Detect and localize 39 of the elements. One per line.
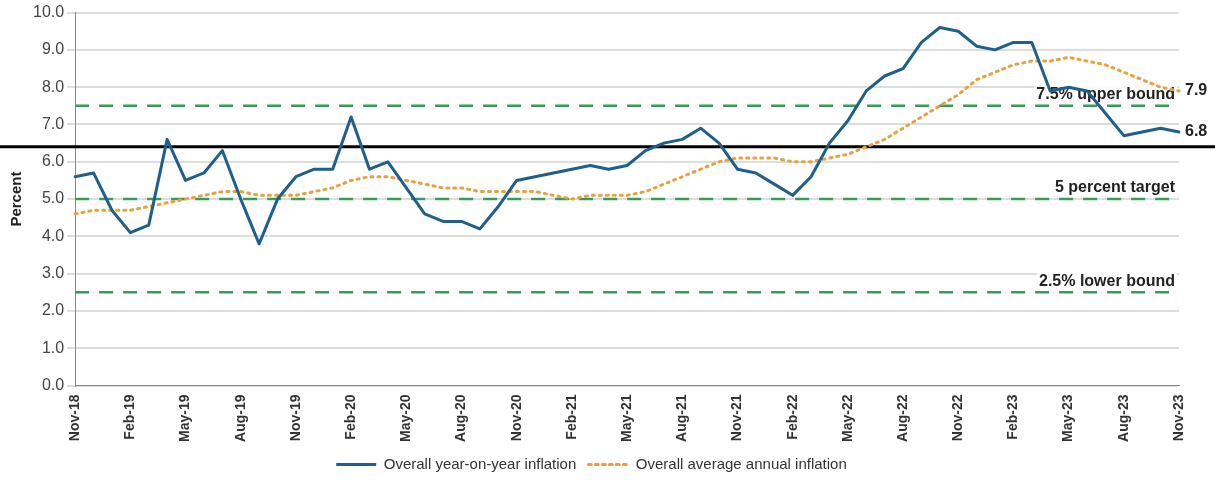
x-tick-label: Feb-22 bbox=[783, 394, 800, 440]
x-tick-label: Nov-23 bbox=[1169, 394, 1186, 442]
y-tick-label: 8.0 bbox=[41, 77, 65, 95]
x-tick-label: Feb-23 bbox=[1004, 394, 1021, 440]
annotation: 6.8 bbox=[1185, 122, 1208, 140]
y-tick-label: 4.0 bbox=[41, 226, 65, 244]
x-tick-label: Aug-21 bbox=[673, 394, 690, 442]
annotation: 7.9 bbox=[1185, 81, 1208, 99]
y-tick-label: 7.0 bbox=[41, 114, 65, 132]
x-tick-label: Nov-18 bbox=[66, 394, 82, 442]
y-tick-label: 1.0 bbox=[41, 338, 65, 356]
x-tick-label: May-23 bbox=[1059, 394, 1076, 442]
x-tick-label: Aug-23 bbox=[1114, 394, 1131, 442]
ref-line-label: 2.5% lower bound bbox=[1038, 271, 1175, 289]
y-tick-label: 10.0 bbox=[33, 3, 65, 21]
x-tick-label: May-21 bbox=[617, 394, 634, 442]
legend-label: Overall year-on-year inflation bbox=[383, 454, 577, 472]
x-tick-label: Feb-19 bbox=[121, 394, 138, 440]
x-tick-label: Nov-22 bbox=[949, 394, 966, 442]
x-tick-label: May-19 bbox=[176, 394, 193, 442]
y-axis-title: Percent bbox=[7, 171, 25, 227]
x-tick-label: Nov-19 bbox=[286, 394, 303, 442]
x-tick-label: May-22 bbox=[838, 394, 855, 442]
y-tick-label: 9.0 bbox=[41, 40, 65, 58]
x-tick-label: Nov-21 bbox=[728, 394, 745, 442]
x-tick-label: Aug-19 bbox=[231, 394, 248, 442]
x-tick-label: May-20 bbox=[397, 394, 414, 442]
x-tick-label: Feb-21 bbox=[562, 394, 579, 440]
y-tick-label: 2.0 bbox=[41, 301, 65, 319]
ref-line-label: 5 percent target bbox=[1054, 178, 1176, 196]
x-tick-label: Nov-20 bbox=[507, 394, 524, 442]
x-tick-label: Aug-22 bbox=[893, 394, 910, 442]
y-tick-label: 3.0 bbox=[41, 264, 65, 282]
y-tick-label: 6.0 bbox=[41, 152, 65, 170]
x-tick-label: Feb-20 bbox=[341, 394, 358, 440]
x-tick-label: Aug-20 bbox=[452, 394, 469, 442]
legend-label: Overall average annual inflation bbox=[635, 454, 847, 472]
y-tick-label: 0.0 bbox=[41, 375, 65, 393]
y-tick-label: 5.0 bbox=[41, 189, 65, 207]
